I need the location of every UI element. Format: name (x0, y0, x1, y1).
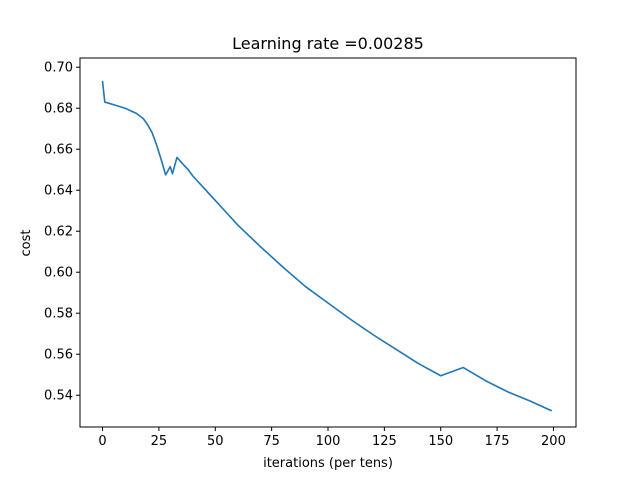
x-tick-label: 125 (372, 434, 397, 449)
x-tick-label: 0 (98, 434, 106, 449)
y-tick-label: 0.58 (44, 307, 73, 322)
y-tick-label: 0.70 (44, 61, 73, 76)
y-tick-label: 0.66 (44, 143, 73, 158)
y-tick-label: 0.60 (44, 266, 73, 281)
y-tick-label: 0.68 (44, 102, 73, 117)
x-tick-label: 50 (207, 434, 224, 449)
x-tick-label: 100 (316, 434, 341, 449)
x-tick-label: 200 (541, 434, 566, 449)
x-tick-label: 25 (151, 434, 168, 449)
y-tick-label: 0.56 (44, 348, 73, 363)
x-tick-label: 75 (263, 434, 280, 449)
x-axis: 0 25 50 75 100 125 150 175 200 (98, 427, 566, 449)
y-tick-label: 0.54 (44, 389, 73, 404)
y-axis-label: cost (19, 230, 34, 257)
x-tick-label: 175 (485, 434, 510, 449)
chart-title: Learning rate =0.00285 (232, 34, 424, 53)
x-tick-label: 150 (428, 434, 453, 449)
y-axis: 0.54 0.56 0.58 0.60 0.62 0.64 0.66 0.68 0.70 (44, 61, 80, 404)
x-axis-label: iterations (per tens) (263, 456, 393, 471)
y-tick-label: 0.62 (44, 225, 73, 240)
y-tick-label: 0.64 (44, 184, 73, 199)
cost-series-line (101, 80, 552, 412)
